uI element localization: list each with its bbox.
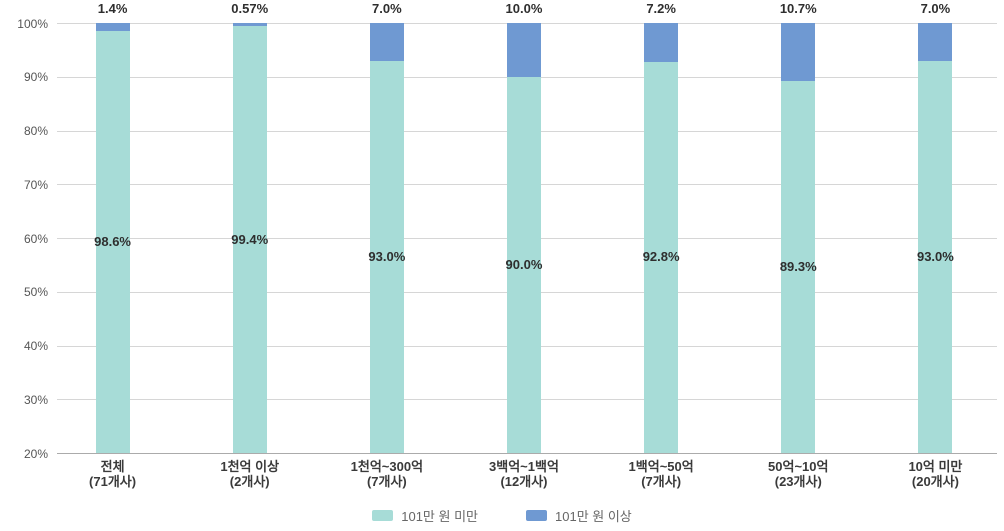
category-name: 1천억 이상 <box>220 459 280 474</box>
bar-segment-under-101 <box>95 30 130 453</box>
bar-value-label: 93.0% <box>368 248 406 264</box>
legend-item-under-101: 101만 원 미만 <box>372 506 478 525</box>
category-name: 3백억~1백억 <box>489 459 559 474</box>
bar-top-label: 10.0% <box>505 1 543 16</box>
bar-column: 10.7% 89.3% 50억~10억 (23개사) <box>730 0 867 531</box>
legend: 101만 원 미만 101만 원 이상 <box>0 506 1004 525</box>
x-axis-category-label: 10억 미만 (20개사) <box>857 459 1004 489</box>
bar-top-label: 7.0% <box>372 1 402 16</box>
x-axis-category-label: 3백억~1백억 (12개사) <box>445 459 602 489</box>
y-axis-tick-label: 90% <box>23 70 48 85</box>
legend-item-over-101: 101만 원 이상 <box>526 506 632 525</box>
bar-segment-under-101 <box>918 60 953 453</box>
bar-top-label: 1.4% <box>97 1 128 16</box>
bar-segment-over-101 <box>369 23 404 61</box>
bar-value-label: 98.6% <box>94 233 131 249</box>
bar-segment-over-101 <box>95 23 130 31</box>
bar-value-label: 93.0% <box>916 248 954 264</box>
legend-swatch-over-101-icon <box>526 510 547 521</box>
category-name: 1백억~50억 <box>628 459 694 474</box>
y-axis-tick-label: 80% <box>23 124 48 138</box>
bar-columns-layer: 1.4% 98.6% 전체 (71개사) 0.57% 99.4% 1천억 이상 (2개사) 7.… <box>44 0 1004 531</box>
category-count: (20개사) <box>911 474 959 489</box>
x-axis-category-label: 1천억~300억 (7개사) <box>308 459 465 489</box>
legend-label-over-101: 101만 원 이상 <box>555 509 632 524</box>
category-count: (7개사) <box>366 474 407 489</box>
bar-column: 7.2% 92.8% 1백억~50억 (7개사) <box>593 0 730 531</box>
bar-top-label: 0.57% <box>231 1 269 16</box>
category-count: (71개사) <box>89 474 137 489</box>
y-axis-tick-label: 100% <box>17 16 48 31</box>
bar-segment-over-101 <box>506 23 541 77</box>
y-axis-tick-label: 70% <box>23 177 48 192</box>
bar-value-label: 90.0% <box>505 256 543 272</box>
bar-column: 0.57% 99.4% 1천억 이상 (2개사) <box>181 0 318 531</box>
bar-segment-over-101 <box>232 23 267 27</box>
x-axis-category-label: 50억~10억 (23개사) <box>720 459 877 489</box>
bar-segment-over-101 <box>644 23 679 62</box>
category-count: (23개사) <box>774 474 822 489</box>
bar-segment-over-101 <box>781 23 816 81</box>
bar-column: 1.4% 98.6% 전체 (71개사) <box>44 0 181 531</box>
x-axis-baseline <box>57 453 997 454</box>
bar-value-label: 89.3% <box>779 258 817 274</box>
y-axis-tick-label: 60% <box>23 231 48 246</box>
y-axis-tick-label: 30% <box>23 392 48 407</box>
bar-column: 7.0% 93.0% 1천억~300억 (7개사) <box>318 0 455 531</box>
category-count: (12개사) <box>500 474 548 489</box>
bar-segment-under-101 <box>781 80 816 453</box>
x-axis-category-label: 1백억~50억 (7개사) <box>583 459 740 489</box>
bar-top-label: 7.2% <box>646 1 676 16</box>
bar-top-label: 10.7% <box>779 1 817 16</box>
category-count: (7개사) <box>641 474 682 489</box>
x-axis-category-label: 1천억 이상 (2개사) <box>171 459 328 489</box>
bar-segment-over-101 <box>918 23 953 61</box>
bar-top-label: 7.0% <box>920 1 951 16</box>
legend-swatch-under-101-icon <box>372 510 394 521</box>
legend-label-under-101: 101만 원 미만 <box>401 509 478 524</box>
bar-segment-under-101 <box>369 60 404 453</box>
y-axis-tick-label: 20% <box>23 446 48 461</box>
category-count: (2개사) <box>229 474 270 489</box>
category-name: 전체 <box>100 459 125 474</box>
category-name: 50억~10억 <box>768 459 829 474</box>
bar-column: 10.0% 90.0% 3백억~1백억 (12개사) <box>455 0 592 531</box>
bar-column: 7.0% 93.0% 10억 미만 (20개사) <box>867 0 1004 531</box>
bar-segment-under-101 <box>506 76 541 453</box>
bar-segment-under-101 <box>232 26 267 453</box>
bar-segment-under-101 <box>644 61 679 453</box>
x-axis-category-label: 전체 (71개사) <box>34 459 191 489</box>
y-axis-tick-label: 50% <box>23 285 48 300</box>
bar-value-label: 92.8% <box>642 249 680 265</box>
category-name: 10억 미만 <box>908 459 963 474</box>
bar-value-label: 99.4% <box>231 231 269 247</box>
category-name: 1천억~300억 <box>350 459 424 474</box>
y-axis-tick-label: 40% <box>23 339 48 353</box>
